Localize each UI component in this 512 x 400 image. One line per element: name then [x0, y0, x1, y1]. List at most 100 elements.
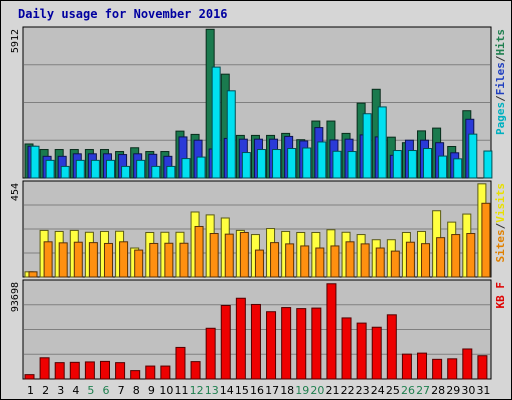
x-tick-label-25: 25 — [386, 384, 400, 397]
bar-bottom-kb-f-20 — [311, 307, 322, 380]
x-tick-label-27: 27 — [416, 384, 430, 397]
bar-middle-sites-21 — [330, 245, 340, 278]
bar-middle-sites-1 — [28, 271, 38, 278]
x-tick-label-11: 11 — [175, 384, 189, 397]
x-tick-label-5: 5 — [87, 384, 94, 397]
bar-bottom-kb-f-6 — [99, 360, 110, 380]
bar-top-pages-30 — [468, 133, 478, 179]
bar-bottom-kb-f-21 — [326, 283, 337, 380]
x-tick-label-6: 6 — [103, 384, 110, 397]
bar-middle-sites-19 — [300, 245, 310, 278]
x-tick-label-16: 16 — [250, 384, 264, 397]
bar-bottom-kb-f-5 — [84, 361, 95, 380]
bar-top-pages-29 — [453, 158, 463, 179]
x-tick-label-7: 7 — [118, 384, 125, 397]
bar-top-pages-20 — [317, 141, 327, 179]
x-tick-label-4: 4 — [72, 384, 79, 397]
bar-middle-sites-22 — [345, 241, 355, 278]
bar-middle-sites-9 — [149, 242, 159, 278]
bar-bottom-kb-f-24 — [371, 326, 382, 380]
bar-middle-sites-14 — [224, 233, 234, 278]
bar-top-pages-14 — [226, 90, 236, 179]
bar-middle-sites-8 — [134, 249, 144, 278]
bar-middle-sites-5 — [88, 242, 98, 278]
x-tick-label-21: 21 — [325, 384, 339, 397]
bar-bottom-kb-f-7 — [115, 362, 126, 380]
bar-top-pages-9 — [151, 165, 161, 179]
bar-top-pages-17 — [272, 149, 282, 179]
bar-bottom-kb-f-25 — [386, 314, 397, 380]
bar-bottom-kb-f-12 — [190, 361, 201, 380]
bar-middle-sites-13 — [209, 233, 219, 278]
bar-bottom-kb-f-23 — [356, 322, 367, 380]
bar-top-pages-21 — [332, 150, 342, 179]
legend-item-middle-0: Sites — [494, 229, 507, 262]
bar-top-pages-7 — [121, 165, 131, 179]
bar-top-pages-26 — [407, 150, 417, 179]
x-tick-label-15: 15 — [235, 384, 249, 397]
bar-bottom-kb-f-2 — [39, 357, 50, 380]
bar-top-pages-15 — [241, 152, 251, 179]
legend-middle: Sites/Visits — [494, 183, 507, 263]
bar-top-pages-3 — [60, 165, 70, 179]
bar-middle-sites-23 — [360, 243, 370, 278]
legend-item-middle-2: Visits — [494, 183, 507, 223]
bar-bottom-kb-f-22 — [341, 317, 352, 380]
legend-item-middle-1: / — [494, 222, 507, 229]
x-tick-label-10: 10 — [159, 384, 173, 397]
bar-top-pages-2 — [45, 159, 55, 179]
x-tick-label-29: 29 — [446, 384, 460, 397]
bar-bottom-kb-f-14 — [220, 304, 231, 380]
bar-middle-sites-18 — [285, 243, 295, 278]
bar-top-pages-19 — [302, 147, 312, 179]
bar-bottom-kb-f-9 — [145, 365, 156, 380]
legend-item-top-3: / — [494, 55, 507, 62]
bar-bottom-kb-f-29 — [447, 358, 458, 380]
bar-top-pages-28 — [438, 155, 448, 179]
y-max-label-bottom: 93698 — [10, 282, 21, 312]
bar-middle-sites-3 — [58, 242, 68, 278]
bar-middle-sites-30 — [466, 233, 476, 278]
bar-bottom-kb-f-26 — [401, 353, 412, 380]
x-tick-label-2: 2 — [42, 384, 49, 397]
x-tick-label-22: 22 — [341, 384, 355, 397]
bar-top-pages-5 — [90, 159, 100, 179]
bar-top-pages-31 — [483, 150, 493, 179]
x-tick-label-18: 18 — [280, 384, 294, 397]
bar-middle-sites-27 — [421, 243, 431, 278]
panel-middle: 454 Sites/Visits — [10, 180, 507, 278]
bar-bottom-kb-f-18 — [281, 307, 292, 380]
bar-bottom-kb-f-16 — [250, 303, 261, 380]
bar-bottom-kb-f-17 — [266, 311, 277, 380]
bar-middle-sites-15 — [239, 231, 249, 278]
bar-middle-sites-25 — [390, 250, 400, 278]
bar-top-pages-27 — [423, 148, 433, 179]
bar-middle-sites-29 — [451, 234, 461, 278]
bar-top-pages-1 — [30, 145, 40, 179]
bar-middle-sites-20 — [315, 247, 325, 278]
bar-bottom-kb-f-13 — [205, 327, 216, 380]
bar-middle-sites-6 — [103, 242, 113, 278]
x-tick-label-3: 3 — [57, 384, 64, 397]
bar-bottom-kb-f-31 — [477, 355, 488, 380]
bar-middle-sites-4 — [73, 241, 83, 278]
bar-middle-sites-16 — [254, 249, 264, 278]
x-tick-label-9: 9 — [148, 384, 155, 397]
legend-item-top-2: Files — [494, 62, 507, 95]
x-tick-label-26: 26 — [401, 384, 415, 397]
x-tick-label-17: 17 — [265, 384, 279, 397]
x-tick-label-23: 23 — [356, 384, 370, 397]
x-tick-label-19: 19 — [295, 384, 309, 397]
legend-item-bottom-0: KB F — [494, 282, 507, 309]
bar-top-pages-10 — [166, 165, 176, 179]
x-tick-label-12: 12 — [190, 384, 204, 397]
bar-middle-sites-24 — [375, 247, 385, 278]
x-tick-label-20: 20 — [310, 384, 324, 397]
bar-middle-sites-10 — [164, 242, 174, 278]
bar-bottom-kb-f-30 — [462, 348, 473, 380]
bar-top-pages-6 — [105, 159, 115, 179]
bar-bottom-kb-f-11 — [175, 346, 186, 380]
x-tick-label-13: 13 — [205, 384, 219, 397]
bar-top-pages-4 — [75, 159, 85, 179]
